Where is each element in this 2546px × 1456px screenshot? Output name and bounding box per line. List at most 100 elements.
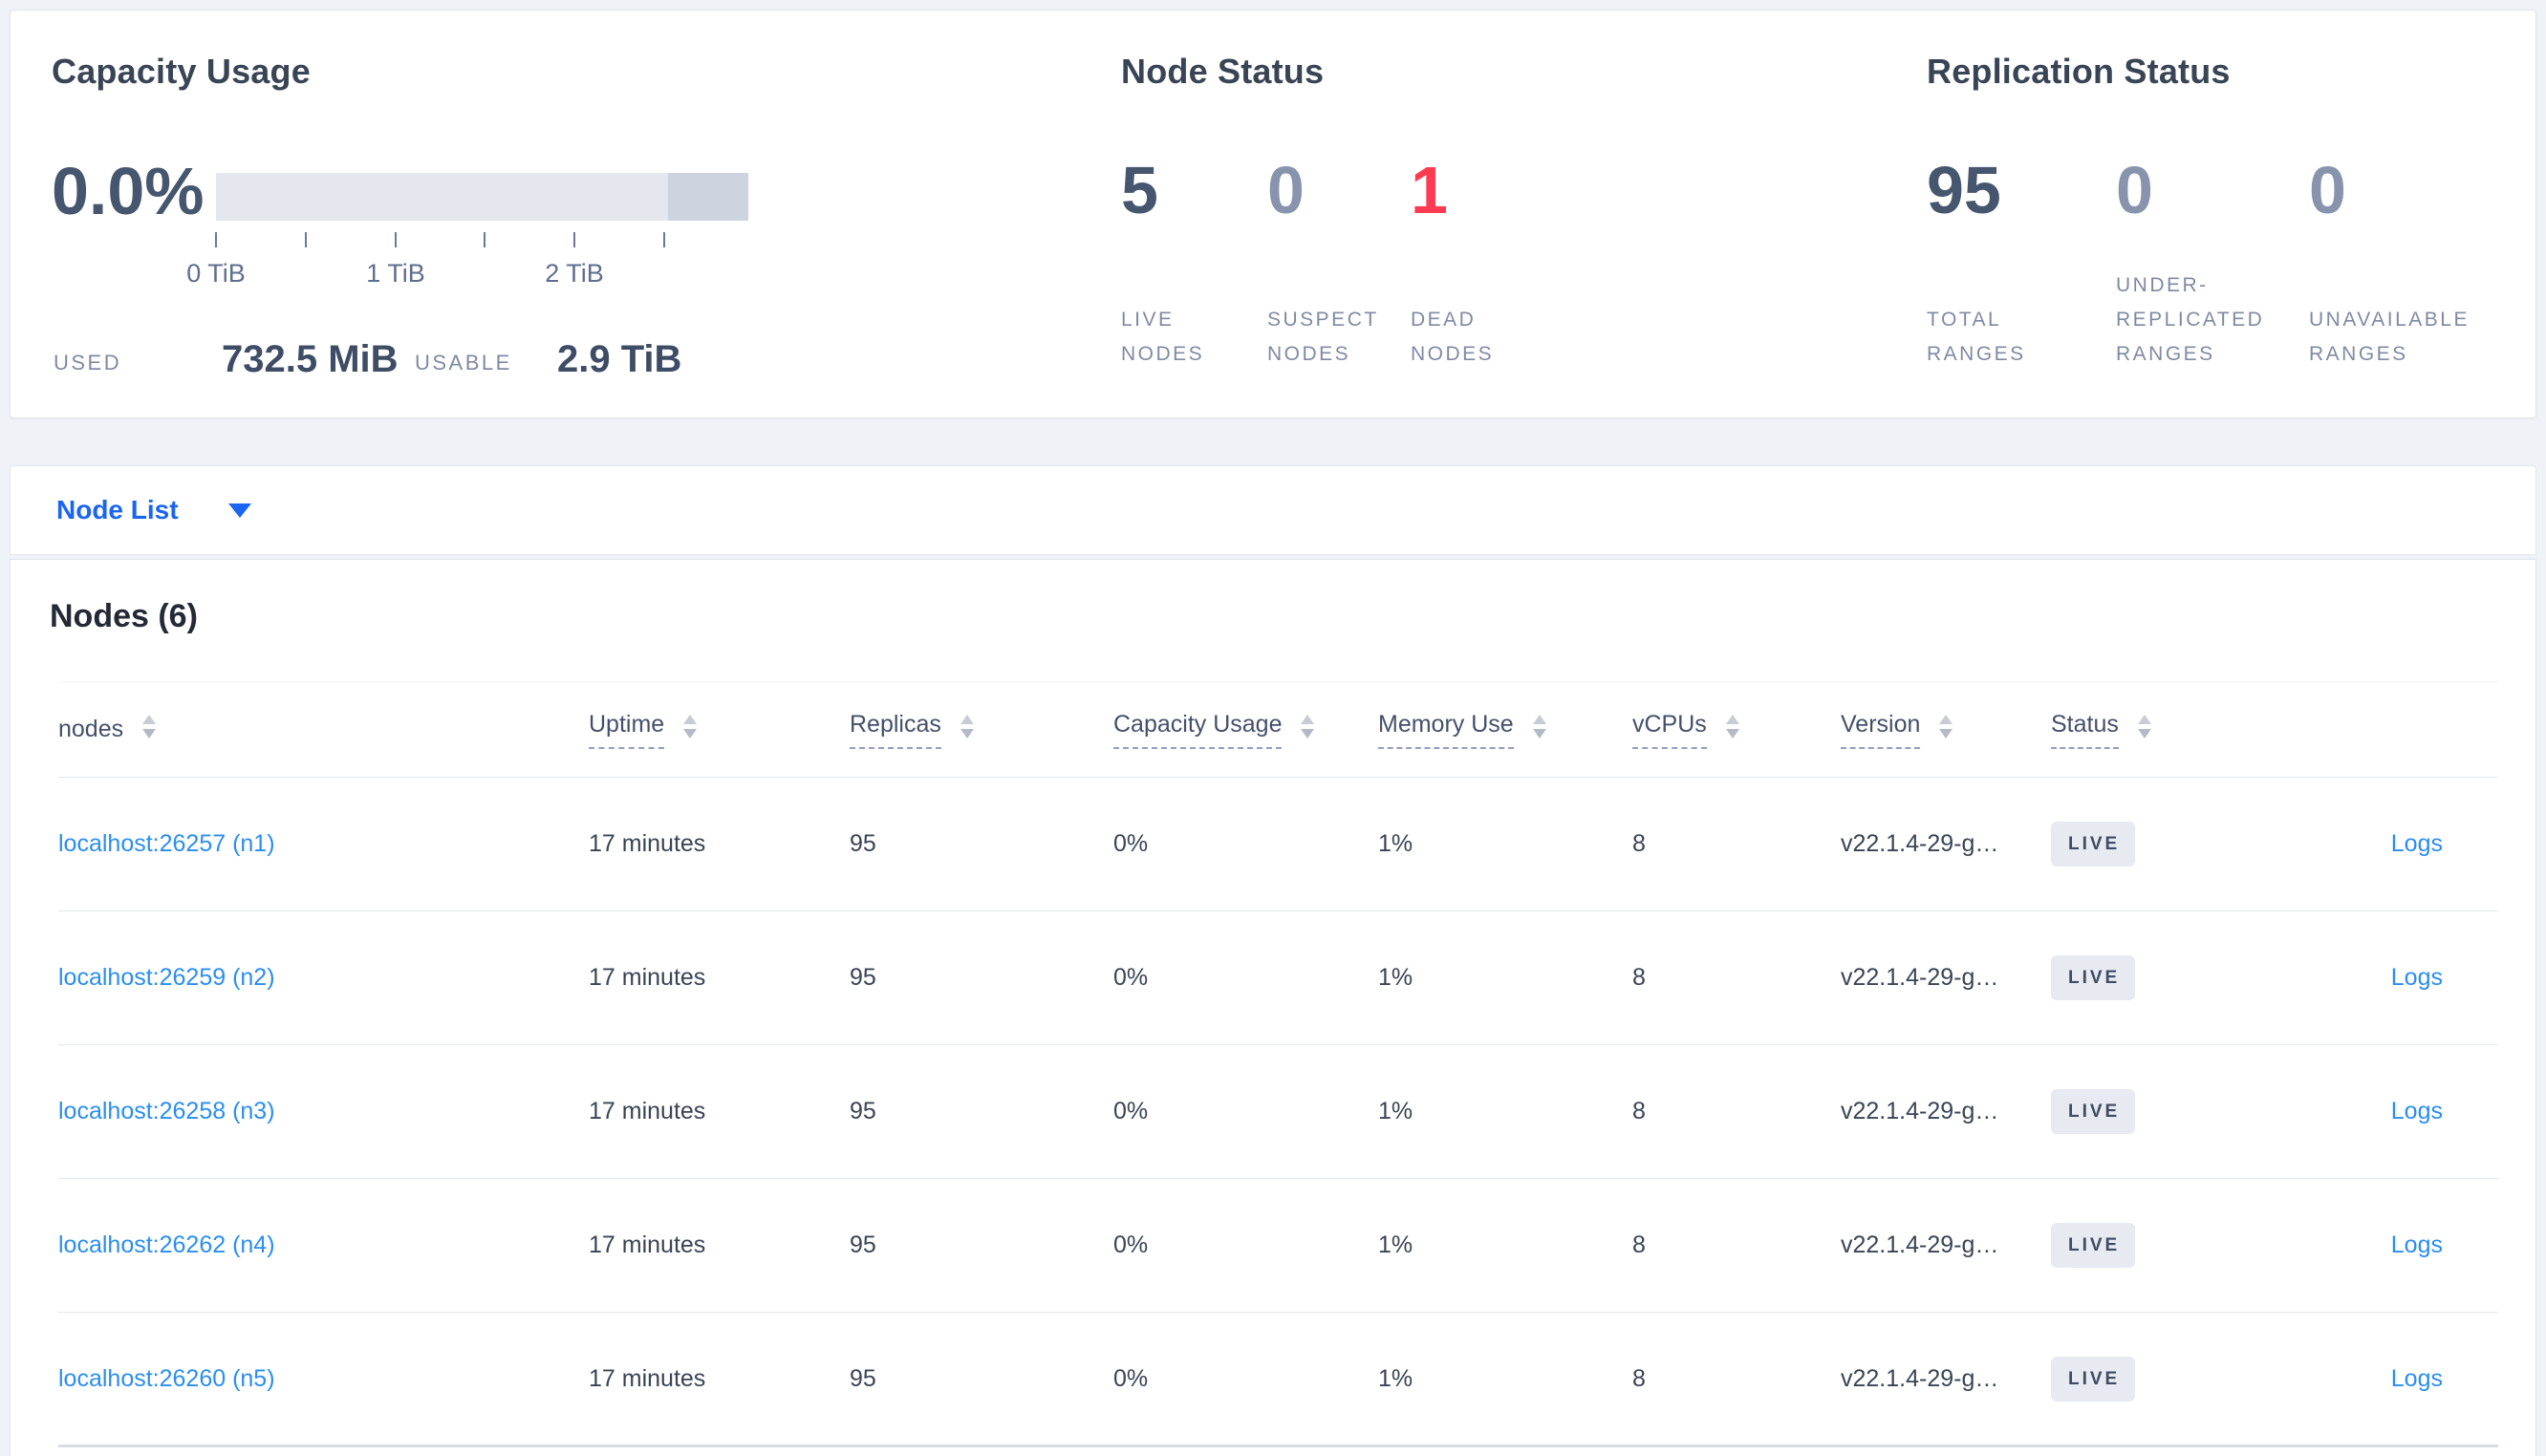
capacity-cell: 0% — [1113, 777, 1378, 911]
cluster-summary-card: Capacity Usage 0.0% 0 TiB 1 TiB 2 TiB US… — [10, 10, 2536, 418]
unavailable-ranges-count: 0 — [2309, 153, 2346, 227]
column-header-uptime[interactable]: Uptime — [589, 681, 850, 778]
status-badge: LIVE — [2051, 1223, 2136, 1268]
vcpus-cell: 8 — [1632, 777, 1841, 911]
node-address-link[interactable]: localhost:26262 (n4) — [58, 1231, 275, 1258]
usable-label: USABLE — [415, 351, 512, 375]
vcpus-cell: 8 — [1632, 1044, 1841, 1179]
version-cell: v22.1.4-29-g… — [1841, 777, 2051, 911]
suspect-nodes-count: 0 — [1267, 153, 1305, 227]
unavailable-ranges-label: UNAVAILABLE RANGES — [2309, 309, 2470, 365]
sort-icon[interactable] — [959, 712, 976, 747]
sort-icon[interactable] — [681, 712, 699, 747]
live-nodes-label: LIVE NODES — [1121, 309, 1205, 365]
memory-cell: 1% — [1378, 777, 1632, 911]
table-header-row: nodes Uptime Replicas Capacity Usage Mem… — [58, 681, 2498, 778]
gauge-tick — [215, 232, 217, 247]
logs-link[interactable]: Logs — [2390, 964, 2443, 991]
sort-icon[interactable] — [1531, 712, 1548, 747]
under-replicated-label: UNDER- REPLICATED RANGES — [2116, 274, 2265, 365]
node-address-link[interactable]: localhost:26257 (n1) — [58, 830, 275, 857]
logs-link[interactable]: Logs — [2390, 1098, 2443, 1124]
vcpus-cell: 8 — [1632, 910, 1841, 1045]
replication-status-title: Replication Status — [1927, 52, 2231, 91]
uptime-cell: 17 minutes — [589, 1178, 850, 1313]
column-header-status[interactable]: Status — [2051, 681, 2285, 778]
gauge-tick-label: 0 TiB — [186, 259, 246, 288]
usable-value: 2.9 TiB — [557, 338, 682, 380]
column-header-logs — [2285, 681, 2498, 778]
version-cell: v22.1.4-29-g… — [1841, 1044, 2051, 1179]
dead-nodes-count: 1 — [1411, 153, 1448, 227]
version-cell: v22.1.4-29-g… — [1841, 1178, 2051, 1313]
logs-link[interactable]: Logs — [2390, 1364, 2443, 1392]
chevron-down-icon[interactable] — [227, 503, 251, 518]
gauge-tick — [305, 232, 307, 247]
sort-icon[interactable] — [1724, 712, 1741, 747]
sort-icon[interactable] — [1299, 712, 1316, 747]
replicas-cell: 95 — [850, 910, 1113, 1045]
logs-link[interactable]: Logs — [2390, 830, 2443, 857]
logs-link[interactable]: Logs — [2390, 1231, 2443, 1258]
total-ranges-count: 95 — [1927, 153, 2001, 227]
capacity-gauge-bar — [216, 173, 748, 221]
used-label: USED — [54, 351, 122, 375]
gauge-tick-label: 2 TiB — [545, 259, 604, 288]
live-nodes-count: 5 — [1121, 153, 1158, 227]
vcpus-cell: 8 — [1632, 1312, 1841, 1447]
memory-cell: 1% — [1378, 1178, 1632, 1313]
column-header-vcpus[interactable]: vCPUs — [1632, 681, 1841, 778]
capacity-percent: 0.0% — [52, 154, 205, 228]
node-address-link[interactable]: localhost:26259 (n2) — [58, 964, 275, 991]
uptime-cell: 17 minutes — [589, 1044, 850, 1179]
column-header-nodes[interactable]: nodes — [58, 681, 589, 778]
version-cell: v22.1.4-29-g… — [1841, 910, 2051, 1045]
status-badge: LIVE — [2051, 1356, 2136, 1402]
memory-cell: 1% — [1378, 1312, 1632, 1447]
uptime-cell: 17 minutes — [589, 1312, 850, 1447]
column-header-capacity-usage[interactable]: Capacity Usage — [1113, 681, 1378, 778]
replicas-cell: 95 — [850, 1044, 1113, 1179]
uptime-cell: 17 minutes — [589, 910, 850, 1045]
column-header-memory-use[interactable]: Memory Use — [1378, 681, 1632, 778]
view-selector-bar: Node List — [10, 465, 2536, 555]
total-ranges-label: TOTAL RANGES — [1927, 309, 2026, 365]
capacity-cell: 0% — [1113, 1044, 1378, 1179]
used-value: 732.5 MiB — [222, 338, 399, 380]
status-badge: LIVE — [2051, 822, 2136, 867]
nodes-section-title: Nodes (6) — [50, 598, 198, 634]
node-address-link[interactable]: localhost:26260 (n5) — [58, 1364, 275, 1392]
table-row: localhost:26257 (n1) 17 minutes 95 0% 1%… — [58, 777, 2498, 911]
status-badge: LIVE — [2051, 1089, 2136, 1134]
node-address-link[interactable]: localhost:26258 (n3) — [58, 1098, 275, 1124]
memory-cell: 1% — [1378, 1044, 1632, 1179]
uptime-cell: 17 minutes — [589, 777, 850, 911]
column-header-replicas[interactable]: Replicas — [850, 681, 1113, 778]
capacity-cell: 0% — [1113, 910, 1378, 1045]
gauge-tick-label: 1 TiB — [366, 259, 425, 288]
vcpus-cell: 8 — [1632, 1178, 1841, 1313]
capacity-cell: 0% — [1113, 1178, 1378, 1313]
capacity-usage-title: Capacity Usage — [52, 52, 311, 91]
gauge-tick — [573, 232, 575, 247]
column-header-version[interactable]: Version — [1841, 681, 2051, 778]
nodes-panel: Nodes (6) nodes Uptime Replicas Capacity… — [10, 559, 2536, 1456]
replicas-cell: 95 — [850, 1178, 1113, 1313]
node-status-title: Node Status — [1121, 52, 1325, 91]
replicas-cell: 95 — [850, 1312, 1113, 1447]
capacity-gauge: 0 TiB 1 TiB 2 TiB — [186, 173, 748, 297]
status-badge: LIVE — [2051, 955, 2136, 1000]
nodes-table: nodes Uptime Replicas Capacity Usage Mem… — [58, 681, 2498, 1447]
dead-nodes-label: DEAD NODES — [1411, 309, 1495, 365]
table-row: localhost:26258 (n3) 17 minutes 95 0% 1%… — [58, 1044, 2498, 1179]
sort-icon[interactable] — [1937, 712, 1954, 747]
sort-icon[interactable] — [140, 712, 158, 747]
table-row: localhost:26259 (n2) 17 minutes 95 0% 1%… — [58, 910, 2498, 1045]
node-list-dropdown[interactable]: Node List — [56, 495, 179, 525]
under-replicated-count: 0 — [2116, 153, 2153, 227]
table-row: localhost:26260 (n5) 17 minutes 95 0% 1%… — [58, 1312, 2498, 1447]
suspect-nodes-label: SUSPECT NODES — [1267, 309, 1379, 365]
gauge-tick — [484, 232, 485, 247]
replicas-cell: 95 — [850, 777, 1113, 911]
sort-icon[interactable] — [2136, 712, 2153, 747]
